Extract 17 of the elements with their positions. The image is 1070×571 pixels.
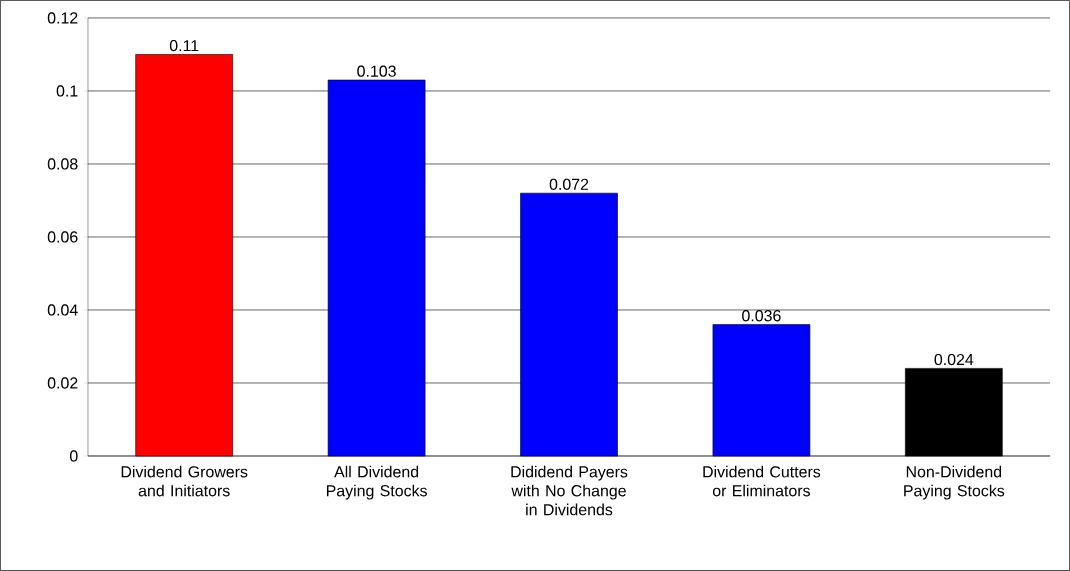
data-label: 0.103 (357, 65, 396, 77)
x-tick-label: Dividend Cutters or Eliminators (703, 465, 821, 497)
data-label: 0.024 (934, 353, 974, 366)
y-tick-label: 0.04 (47, 304, 78, 316)
data-label: 0.072 (549, 178, 589, 190)
data-label: 0.11 (169, 40, 199, 52)
x-tick-label: All Dividend Paying Stocks (326, 465, 427, 500)
y-tick-label: 0.12 (47, 12, 78, 24)
x-tick-label: Dividend Growers and Initiators (121, 465, 248, 497)
x-tick-label: Non-Dividend Paying Stocks (904, 465, 1005, 500)
x-tick-label: Dididend Payers with No Change in Dividends (511, 465, 628, 516)
data-label: 0.036 (742, 310, 781, 322)
y-tick-label: 0.1 (56, 85, 78, 97)
y-tick-label: 0.08 (47, 158, 78, 170)
y-tick-label: 0 (69, 450, 78, 462)
y-tick-label: 0.06 (47, 231, 78, 243)
y-tick-label: 0.02 (47, 377, 78, 389)
